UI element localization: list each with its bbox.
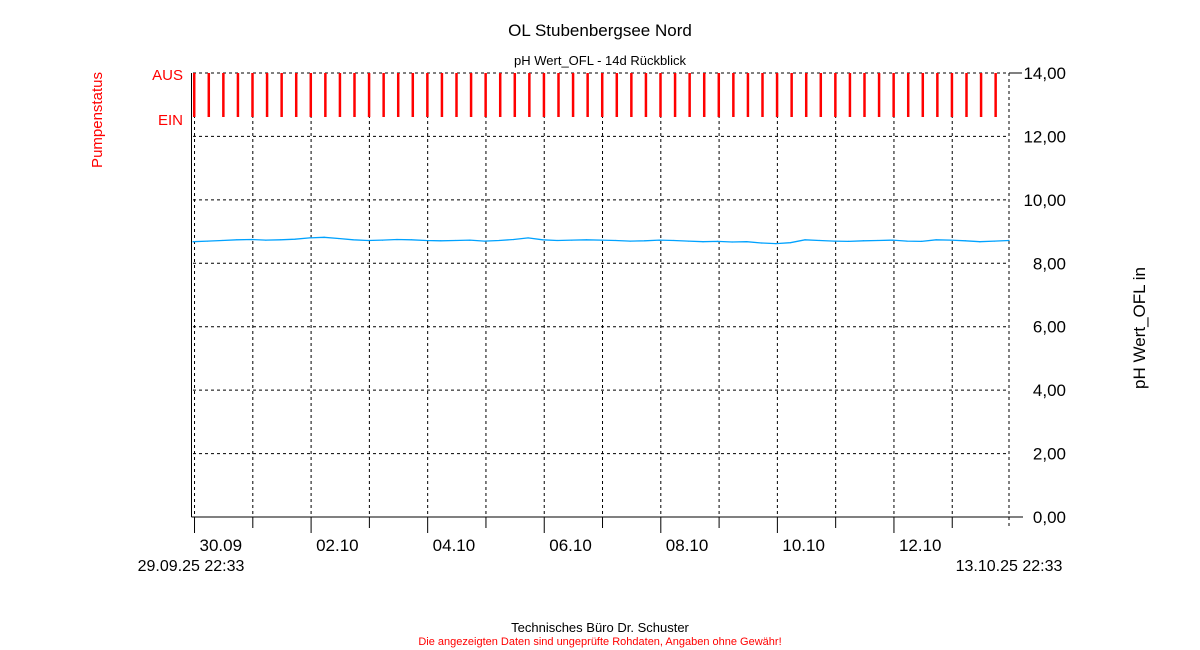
pump-status-axis-label: Pumpenstatus bbox=[89, 72, 106, 168]
y-tick-label: 2,00 bbox=[1033, 445, 1066, 464]
y-tick-label: 10,00 bbox=[1023, 191, 1066, 210]
x-tick-label: 02.10 bbox=[316, 536, 359, 555]
x-tick-label: 04.10 bbox=[433, 536, 476, 555]
ph-data-point bbox=[673, 239, 675, 242]
ph-data-point bbox=[775, 243, 777, 245]
x-tick-label: 30.09 bbox=[200, 536, 243, 555]
ph-data-point bbox=[833, 240, 835, 242]
ph-data-point bbox=[687, 240, 690, 242]
ph-data-point bbox=[542, 239, 544, 241]
x-start-label: 29.09.25 22:33 bbox=[138, 558, 245, 575]
ph-data-point bbox=[862, 240, 864, 242]
x-tick-label: 06.10 bbox=[549, 536, 592, 555]
ph-data-point bbox=[585, 239, 588, 241]
ph-data-point bbox=[629, 240, 631, 242]
ph-data-point bbox=[483, 240, 486, 242]
ph-data-point bbox=[906, 240, 908, 242]
ph-data-point bbox=[556, 239, 558, 242]
ph-data-point bbox=[993, 240, 996, 242]
x-tick-label: 08.10 bbox=[666, 536, 709, 555]
x-end-label: 13.10.25 22:33 bbox=[956, 558, 1063, 575]
chart-subtitle: pH Wert_OFL - 14d Rückblick bbox=[514, 53, 686, 68]
ph-data-point bbox=[702, 241, 704, 243]
ph-data-point bbox=[1008, 239, 1010, 242]
ph-data-point bbox=[221, 239, 223, 242]
y-axis-label: pH Wert_OFL in bbox=[1130, 267, 1149, 389]
y-tick-label: 4,00 bbox=[1033, 381, 1066, 400]
chart-title: OL Stubenbergsee Nord bbox=[508, 21, 692, 40]
ph-data-point bbox=[716, 240, 719, 243]
ph-data-point bbox=[454, 239, 456, 242]
footer-disclaimer: Die angezeigten Daten sind ungeprüfte Ro… bbox=[418, 636, 781, 648]
x-tick-label: 12.10 bbox=[899, 536, 942, 555]
ph-data-point bbox=[236, 239, 238, 241]
ph-data-point bbox=[789, 242, 792, 244]
pump-state-aus: AUS bbox=[152, 67, 183, 84]
ph-data-point bbox=[964, 240, 966, 242]
ph-data-point bbox=[352, 239, 354, 241]
ph-data-point bbox=[440, 240, 442, 242]
x-tick-label: 10.10 bbox=[782, 536, 825, 555]
ph-data-point bbox=[396, 238, 398, 241]
ph-data-point bbox=[512, 238, 515, 241]
ph-data-point bbox=[746, 241, 748, 243]
ph-data-point bbox=[367, 239, 369, 242]
ph-data-point bbox=[731, 241, 733, 243]
ph-data-point bbox=[891, 239, 894, 241]
ph-data-point bbox=[323, 236, 325, 238]
ph-data-point bbox=[571, 239, 573, 241]
ph-data-point bbox=[658, 239, 660, 241]
ph-data-point bbox=[760, 242, 762, 244]
ph-data-point bbox=[425, 239, 427, 242]
ph-data-point bbox=[877, 239, 879, 242]
ph-data-point bbox=[527, 237, 529, 239]
ph-data-point bbox=[600, 239, 602, 241]
y-tick-label: 8,00 bbox=[1033, 254, 1066, 273]
y-tick-label: 6,00 bbox=[1033, 318, 1066, 337]
ph-data-point bbox=[950, 239, 952, 241]
ph-data-point bbox=[410, 239, 413, 241]
ph-data-point bbox=[206, 240, 209, 242]
y-tick-label: 0,00 bbox=[1033, 508, 1066, 527]
ph-data-point bbox=[192, 241, 194, 243]
ph-data-point bbox=[614, 239, 617, 242]
ph-data-point bbox=[308, 237, 311, 239]
ph-data-point bbox=[469, 239, 471, 241]
ph-data-point bbox=[279, 239, 282, 241]
ph-data-point bbox=[920, 240, 923, 243]
ph-data-point bbox=[848, 240, 850, 243]
ph-data-point bbox=[381, 239, 384, 241]
ph-data-point bbox=[804, 239, 806, 241]
ph-data-point bbox=[265, 239, 267, 241]
ph-data-point bbox=[935, 239, 937, 241]
ph-data-point bbox=[498, 239, 500, 242]
ph-data-point bbox=[818, 239, 821, 242]
footer-company: Technisches Büro Dr. Schuster bbox=[511, 620, 689, 635]
ph-data-point bbox=[294, 238, 296, 240]
ph-data-point bbox=[979, 241, 981, 243]
pump-state-ein: EIN bbox=[158, 112, 183, 129]
y-tick-label: 14,00 bbox=[1023, 64, 1066, 83]
ph-data-point bbox=[644, 240, 646, 242]
y-tick-label: 12,00 bbox=[1023, 127, 1066, 146]
ph-data-point bbox=[338, 237, 340, 240]
ph-data-point bbox=[250, 238, 252, 241]
